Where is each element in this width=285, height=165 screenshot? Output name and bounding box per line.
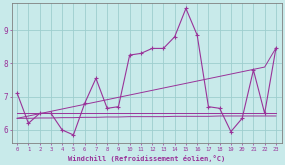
X-axis label: Windchill (Refroidissement éolien,°C): Windchill (Refroidissement éolien,°C) [68,155,225,162]
